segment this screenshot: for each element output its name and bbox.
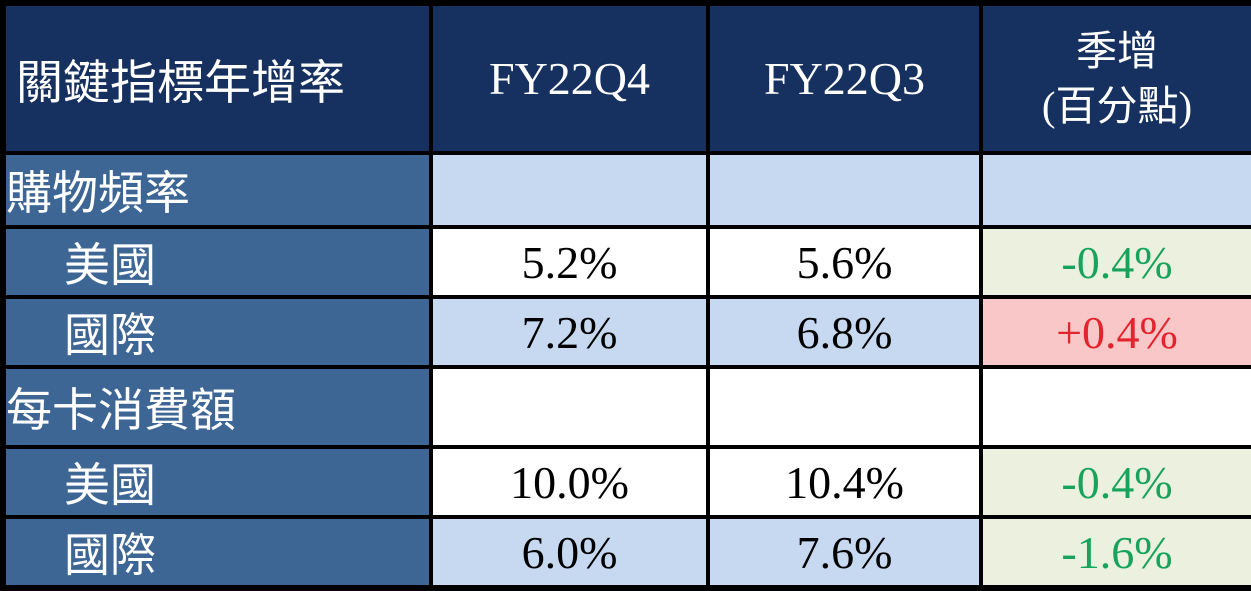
column-header-fy22q4: FY22Q4 [429,1,710,155]
section-label-shopping-frequency: 購物頻率 [1,151,433,229]
row-label-intl: 國際 [1,515,433,590]
section-label-spend-per-card: 每卡消費額 [1,365,433,449]
table-title-cell: 關鍵指標年增率 [1,1,433,155]
cell-fy22q3: 10.4% [706,445,983,519]
table-row-spend-per-card: 每卡消費額 [1,365,1251,449]
cell-fy22q4 [429,365,710,449]
cell-fy22q4: 6.0% [429,515,710,590]
row-label-us: 美國 [1,225,433,299]
cell-fy22q4: 7.2% [429,295,710,369]
table-header-row: 關鍵指標年增率 FY22Q4 FY22Q3 季增 (百分點) [1,1,1251,155]
cell-qoq [979,151,1251,229]
table-row-shopping-frequency: 購物頻率 [1,151,1251,229]
cell-fy22q4: 10.0% [429,445,710,519]
cell-qoq-negative: -1.6% [979,515,1251,590]
row-label-us: 美國 [1,445,433,519]
row-label-intl: 國際 [1,295,433,369]
cell-qoq-negative: -0.4% [979,225,1251,299]
cell-fy22q3: 7.6% [706,515,983,590]
qoq-header-line1: 季增 [1076,28,1158,75]
table-row-frequency-us: 美國 5.2% 5.6% -0.4% [1,225,1251,299]
cell-fy22q4: 5.2% [429,225,710,299]
cell-fy22q4 [429,151,710,229]
table-row-spend-us: 美國 10.0% 10.4% -0.4% [1,445,1251,519]
table-row-spend-intl: 國際 6.0% 7.6% -1.6% [1,515,1251,590]
cell-fy22q3 [706,365,983,449]
qoq-header-line2: (百分點) [1041,82,1193,129]
cell-qoq [979,365,1251,449]
column-header-qoq: 季增 (百分點) [979,1,1251,155]
table-row-frequency-intl: 國際 7.2% 6.8% +0.4% [1,295,1251,369]
cell-fy22q3: 6.8% [706,295,983,369]
column-header-fy22q3: FY22Q3 [706,1,983,155]
cell-qoq-positive: +0.4% [979,295,1251,369]
cell-qoq-negative: -0.4% [979,445,1251,519]
cell-fy22q3 [706,151,983,229]
cell-fy22q3: 5.6% [706,225,983,299]
